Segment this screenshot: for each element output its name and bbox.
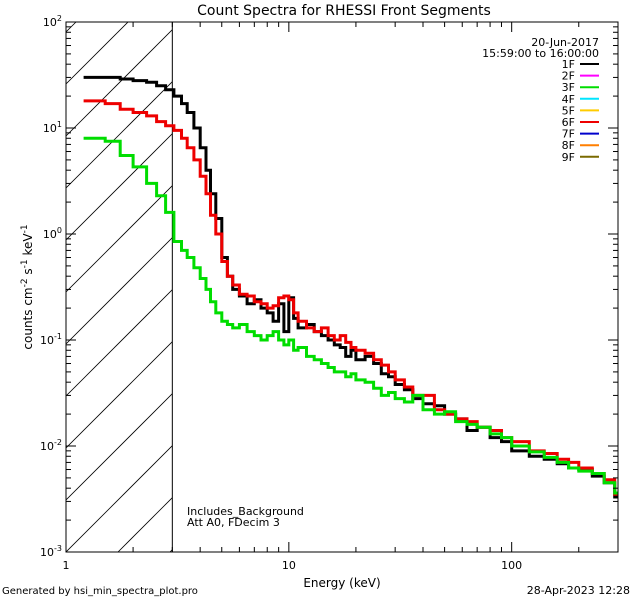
- x-tick-label: 1: [63, 559, 70, 572]
- legend-label-8f: 8F: [562, 139, 575, 152]
- y-axis-label: counts cm-2 s-1 keV-1: [20, 224, 35, 349]
- date-label: 20-Jun-2017: [531, 36, 599, 49]
- hatch-line: [66, 237, 173, 345]
- y-axis-label-exp-1: -2: [20, 278, 30, 287]
- legend-label-4f: 4F: [562, 93, 575, 106]
- annotation-background: Includes_Background: [187, 505, 304, 518]
- hatch-line: [66, 81, 173, 189]
- x-tick-label: 10: [282, 559, 296, 572]
- low-energy-hatched-region: [66, 22, 173, 552]
- series-3f-line: [83, 136, 618, 495]
- y-axis-label-exp-2: -1: [20, 259, 30, 268]
- y-tick-label: 10-3: [40, 544, 62, 559]
- footer-generated-by: Generated by hsi_min_spectra_plot.pro: [2, 586, 198, 597]
- hatch-line: [66, 341, 173, 449]
- y-axis-label-kev: keV: [21, 233, 35, 260]
- x-axis-label: Energy (keV): [303, 576, 380, 590]
- y-tick-label: 100: [43, 226, 62, 241]
- series-layer: [83, 75, 618, 499]
- y-tick-label: 102: [43, 14, 62, 29]
- footer-timestamp: 28-Apr-2023 12:28: [527, 584, 630, 597]
- series-6f-line: [83, 99, 618, 496]
- hatch-line: [66, 29, 173, 137]
- legend-label-5f: 5F: [562, 104, 575, 117]
- y-axis-label-counts: counts cm: [21, 287, 35, 349]
- legend-label-2f: 2F: [562, 70, 575, 83]
- y-axis-label-exp-3: -1: [20, 224, 30, 233]
- legend-label-3f: 3F: [562, 81, 575, 94]
- hatch-line: [117, 497, 173, 552]
- hatch-line: [66, 133, 173, 241]
- legend-label-7f: 7F: [562, 128, 575, 141]
- hatch-line: [66, 393, 173, 501]
- y-tick-label: 10-2: [40, 438, 62, 453]
- y-axis-label-s: s: [21, 268, 35, 278]
- plot-frame: [65, 21, 619, 553]
- y-tick-label: 101: [43, 120, 62, 135]
- x-tick-labels: 1 10 100: [63, 559, 523, 572]
- series-1f-line: [83, 75, 618, 499]
- axis-ticks: [65, 21, 619, 553]
- legend-label-1f: 1F: [562, 58, 575, 71]
- hatch-line: [66, 22, 129, 85]
- annotation-attenuator: Att A0, FDecim 3: [187, 516, 280, 529]
- legend-label-9f: 9F: [562, 151, 575, 164]
- hatch-line: [66, 445, 173, 552]
- y-tick-label: 10-1: [40, 332, 62, 347]
- hatch-line: [66, 185, 173, 293]
- y-tick-labels: 102 101 100 10-1 10-2 10-3: [40, 14, 62, 559]
- time-range-label: 15:59:00 to 16:00:00: [482, 47, 599, 60]
- legend-label-6f: 6F: [562, 116, 575, 129]
- x-tick-label: 100: [501, 559, 522, 572]
- hatch-line: [66, 289, 173, 397]
- chart-title: Count Spectra for RHESSI Front Segments: [197, 3, 491, 19]
